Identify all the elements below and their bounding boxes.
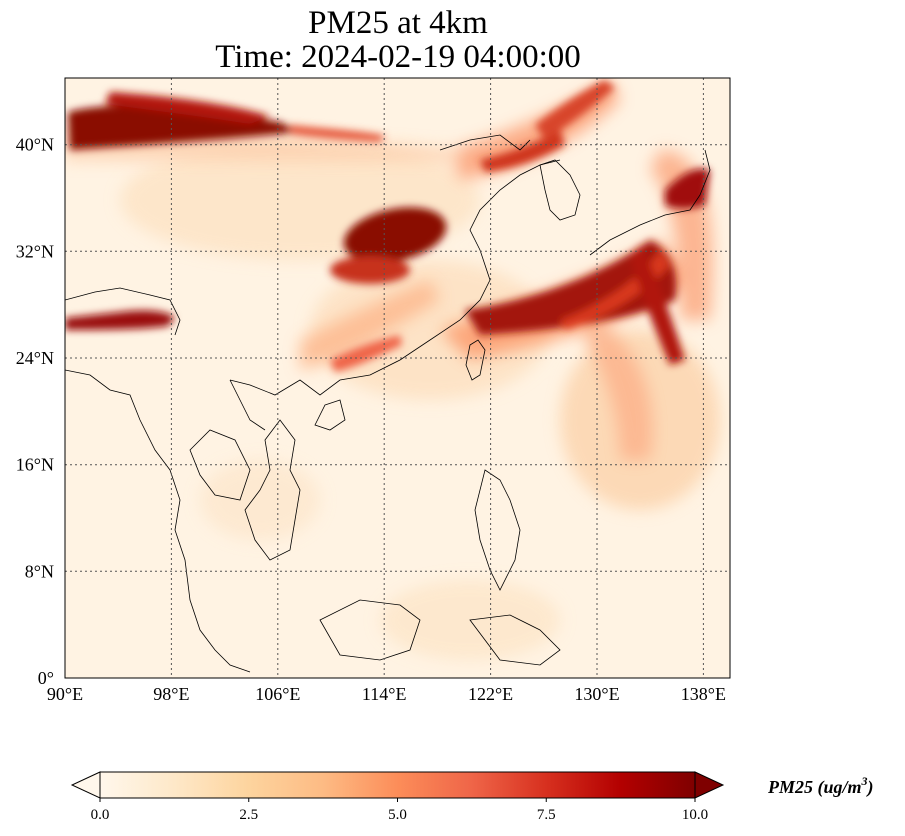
map-title-line-2: Time: 2024-02-19 04:00:00	[215, 39, 581, 75]
gridlines	[65, 78, 730, 678]
map-frame	[64, 77, 731, 679]
lat-tick-label: 16°N	[16, 455, 54, 475]
lon-tick-label: 138°E	[681, 684, 726, 704]
colorbar-tick-label: 5.0	[388, 807, 407, 823]
pm25-field	[65, 78, 730, 678]
lon-tick-label: 90°E	[47, 684, 83, 704]
lon-tick-label: 114°E	[362, 684, 407, 704]
lat-tick-labels: 0° 8°N 16°N 24°N 32°N 40°N	[16, 135, 54, 688]
colorbar-tick-label: 0.0	[91, 807, 110, 823]
lon-tick-labels: 90°E 98°E 106°E 114°E 122°E 130°E 138°E	[47, 684, 726, 704]
colorbar-tick-label: 2.5	[239, 807, 258, 823]
colorbar-tick-label: 7.5	[537, 807, 556, 823]
colorbar: 0.0 2.5 5.0 7.5 10.0 PM25 (ug/m3)	[70, 771, 874, 823]
colorbar-tick-label: 10.0	[682, 807, 708, 823]
colorbar-min-extend	[70, 771, 101, 799]
lat-tick-label: 32°N	[16, 241, 54, 261]
lat-tick-label: 0°	[38, 668, 54, 688]
lon-tick-label: 106°E	[255, 684, 300, 704]
map-title-line-1: PM25 at 4km	[308, 5, 488, 41]
lon-tick-label: 122°E	[468, 684, 513, 704]
lon-tick-label: 98°E	[153, 684, 189, 704]
colorbar-label: PM25 (ug/m3)	[767, 774, 874, 798]
colorbar-max-extend	[694, 771, 725, 799]
lon-tick-label: 130°E	[574, 684, 619, 704]
lat-tick-label: 40°N	[16, 135, 54, 155]
coastlines	[65, 134, 711, 673]
lat-tick-label: 8°N	[25, 561, 54, 581]
lat-tick-label: 24°N	[16, 348, 54, 368]
